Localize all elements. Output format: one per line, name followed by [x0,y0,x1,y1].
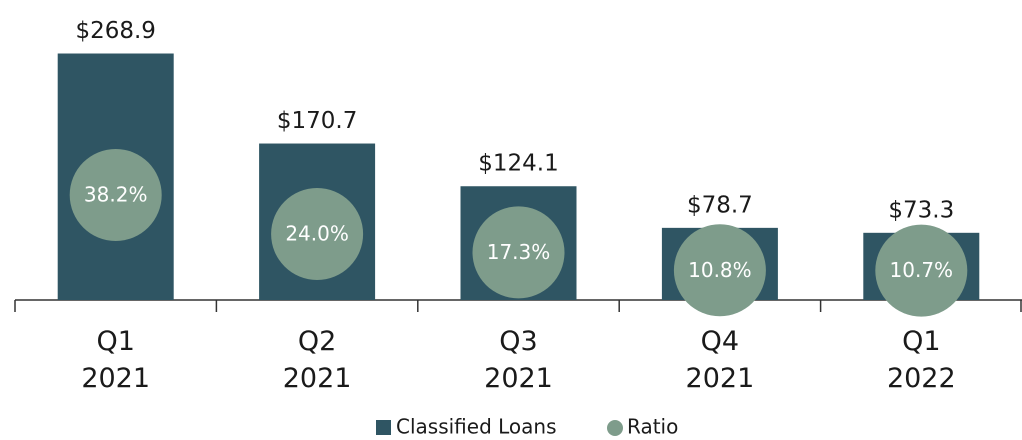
ratio-marker [875,224,968,317]
bar-value-label: $73.3 [888,197,954,223]
legend-swatch [607,420,623,436]
x-tick-label-line: Q3 [499,326,537,357]
x-tick-label-line: Q1 [96,326,134,357]
x-tick-label-line: 2022 [887,363,956,394]
x-tick-label: Q1 2021 [81,326,150,394]
ratio-marker [673,224,766,317]
ratio-marker [271,188,364,280]
ratio-value-label: 17.3% [487,240,551,264]
ratio-value-label: 10.8% [688,258,752,282]
ratio-marker [472,206,565,299]
x-tick-label-line: 2021 [686,363,755,394]
x-tick-label: Q1 2022 [887,326,956,394]
bar-value-label: $78.7 [687,192,753,218]
x-tick-label-line: 2021 [81,363,150,394]
legend-swatch [376,420,391,435]
x-tick-label-line: Q4 [701,326,739,357]
legend-label: Ratio [627,415,678,437]
ratio-value-label: 10.7% [890,258,954,282]
ratio-marker [69,148,162,241]
x-tick-label: Q2 2021 [283,326,352,394]
x-tick-label: Q4 2021 [686,326,755,394]
bar-value-label: $268.9 [75,18,155,44]
x-tick-label-line: Q1 [902,326,940,357]
x-tick-label-line: 2021 [283,363,352,394]
legend-label: Classified Loans [396,415,557,437]
ratio-value-label: 38.2% [84,182,148,206]
x-tick-label-line: Q2 [298,326,336,357]
ratio-value-label: 24.0% [285,222,349,246]
bar-value-label: $170.7 [277,108,357,134]
x-tick-label: Q3 2021 [484,326,553,394]
x-tick-label-line: 2021 [484,363,553,394]
bar-value-label: $124.1 [478,151,558,177]
